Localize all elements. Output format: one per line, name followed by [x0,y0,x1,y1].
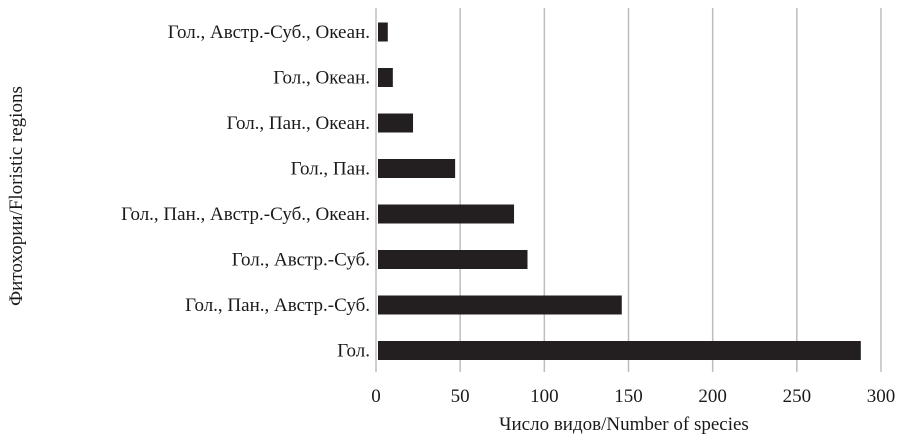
bar [378,295,622,315]
x-tick-label: 50 [451,386,470,407]
bars [378,22,861,360]
category-labels: Гол., Австр.-Суб., Океан. Гол., Океан. Гол… [121,22,370,362]
gridlines [459,8,882,372]
x-tick-label: 250 [783,386,812,407]
x-axis-title: Число видов/Number of species [499,414,749,435]
category-label: Гол., Австр.-Суб. [232,250,370,271]
category-label: Гол., Океан. [273,68,370,89]
x-tick-labels: 0 50 100 150 200 250 300 [371,386,895,407]
x-tick-label: 200 [698,386,727,407]
category-label: Гол., Пан. [291,159,370,180]
category-label: Гол. [337,341,370,362]
x-tick-label: 300 [867,386,896,407]
bar [378,159,456,178]
bar [378,204,515,224]
bar [378,341,861,360]
bar [378,250,528,269]
bar [378,22,388,42]
category-label: Гол., Австр.-Суб., Океан. [168,22,370,43]
category-label: Гол., Пан., Океан. [227,113,370,134]
x-tick-label: 100 [530,386,559,407]
y-axis-title: Фитохории/Floristic regions [6,86,27,306]
x-tick-label: 0 [371,386,381,407]
category-label: Гол., Пан., Австр.-Суб., Океан. [121,204,370,225]
bar [378,113,414,133]
category-label: Гол., Пан., Австр.-Суб. [185,295,370,316]
bar [378,68,393,87]
x-tick-label: 150 [614,386,643,407]
